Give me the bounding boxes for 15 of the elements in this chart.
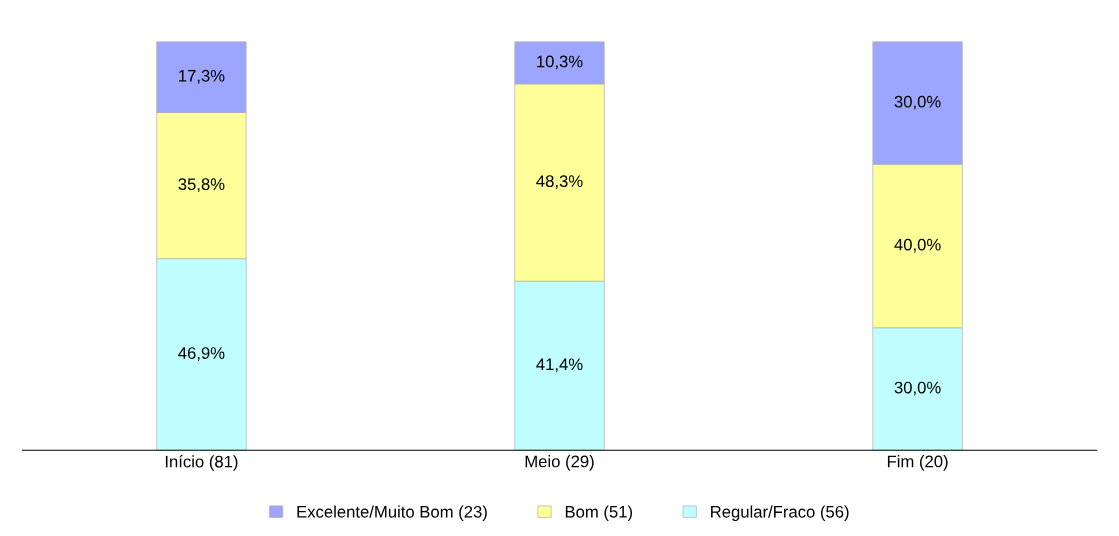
legend-label: Regular/Fraco (56) (711, 505, 849, 521)
data-label: 10,3% (537, 55, 583, 70)
data-label: 35,8% (178, 178, 225, 193)
x-tick-label: Início (81) (165, 455, 238, 471)
data-label: 48,3% (536, 175, 583, 189)
data-label: 41,4% (536, 358, 583, 373)
legend-label: Bom (51) (565, 505, 633, 521)
x-tick-label: Fim (20) (887, 455, 948, 471)
data-label: 17,3% (179, 69, 225, 84)
legend-label: Excelente/Muito Bom (23) (297, 505, 487, 521)
data-label: 46,9% (178, 347, 225, 361)
data-label: 40,0% (894, 238, 941, 253)
data-label: 30,0% (894, 95, 941, 110)
x-tick-label: Meio (29) (525, 455, 594, 471)
data-label: 30,0% (894, 381, 941, 396)
